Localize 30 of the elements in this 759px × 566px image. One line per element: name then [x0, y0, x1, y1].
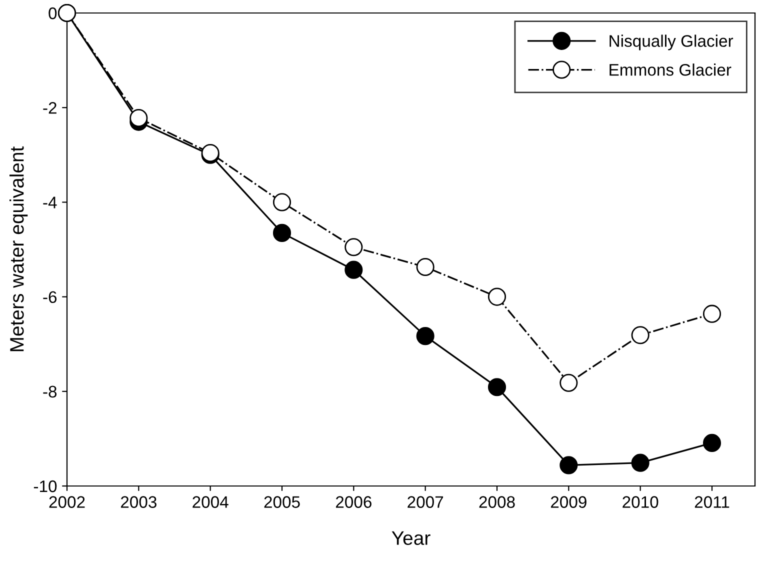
x-tick-label: 2003	[120, 496, 156, 508]
point	[344, 238, 363, 256]
point	[702, 434, 722, 452]
point	[631, 454, 650, 472]
legend-label: Emmons Glacier	[610, 64, 732, 76]
y-tick-label: -6	[43, 291, 57, 304]
x-tick-label: 2007	[408, 496, 444, 508]
y-tick-label: -10	[34, 480, 57, 492]
y-tick-label: -8	[43, 386, 57, 398]
x-tick-label: 2002	[49, 496, 85, 508]
point	[560, 374, 578, 392]
x-tick-label: 2010	[622, 496, 658, 508]
y-tick-label: 0	[48, 7, 57, 20]
x-tick-label: 2004	[192, 496, 228, 508]
point	[272, 224, 292, 242]
y-tick-label: -4	[43, 196, 57, 208]
point	[488, 378, 506, 396]
legend-label: Nisqually Glacier	[610, 34, 734, 50]
y-tick-label: -2	[43, 102, 56, 114]
y-axis-title: Meters water equivalent	[10, 146, 28, 352]
x-tick-label: 2008	[479, 496, 515, 508]
point	[416, 327, 434, 346]
x-tick-label: 2011	[694, 496, 730, 508]
x-tick-label: 2005	[264, 496, 300, 508]
point	[344, 260, 363, 279]
x-axis-title: Year	[392, 531, 430, 545]
x-tick-label: 2006	[336, 496, 372, 508]
point	[130, 108, 148, 128]
point	[560, 456, 578, 474]
x-tick-label: 2009	[550, 496, 586, 508]
